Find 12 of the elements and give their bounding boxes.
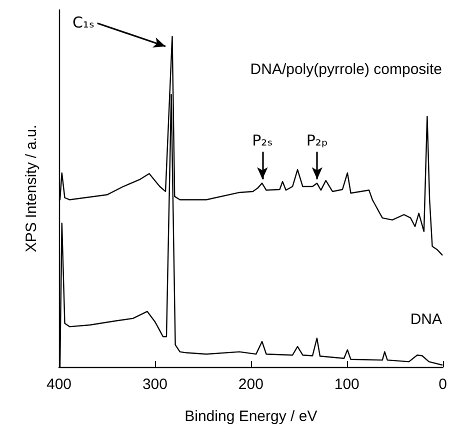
series-label: DNA bbox=[410, 311, 442, 328]
x-tick-label: 200 bbox=[238, 376, 264, 393]
annotation: P₂ₚ bbox=[306, 131, 328, 150]
x-tick-label: 400 bbox=[46, 376, 72, 393]
annotation: P₂ₛ bbox=[252, 131, 273, 150]
x-tick-label: 300 bbox=[142, 376, 168, 393]
text: DNA/poly(pyrrole) composite bbox=[250, 61, 442, 78]
x-tick-label: 100 bbox=[334, 376, 360, 393]
x-axis-title: Binding Energy / eV bbox=[184, 408, 318, 425]
x-tick-label: 0 bbox=[438, 376, 447, 393]
y-axis-title: XPS Intensity / a.u. bbox=[23, 124, 40, 252]
text: C₁ₛ bbox=[72, 13, 95, 32]
